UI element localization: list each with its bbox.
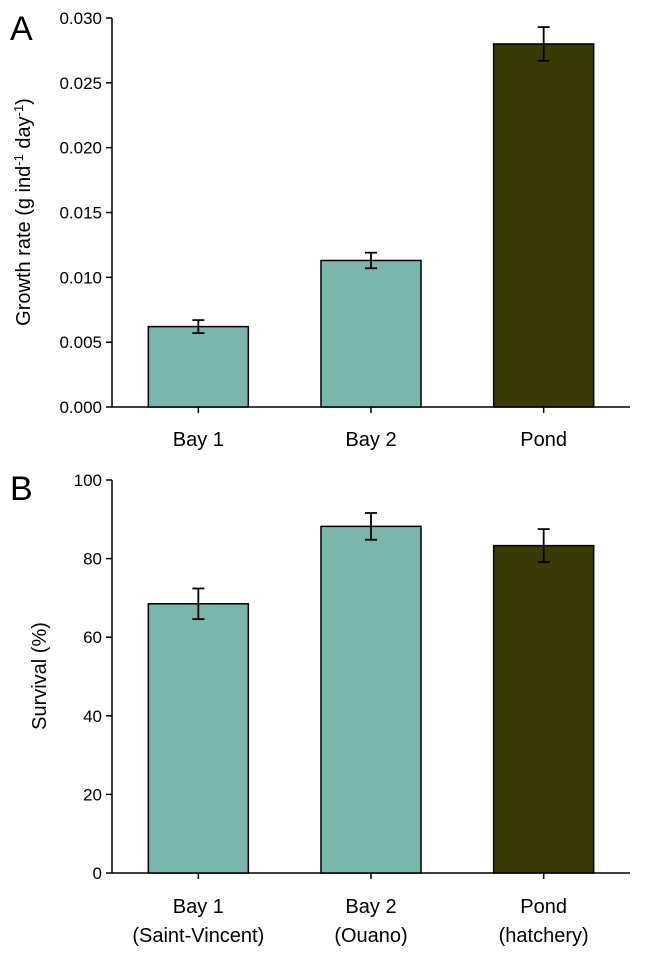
panel-a-label: A bbox=[10, 10, 33, 48]
y-tick-label: 0.010 bbox=[59, 268, 102, 287]
x-category-label: Bay 1 bbox=[173, 896, 224, 918]
x-category-label: Bay 1 bbox=[173, 429, 224, 451]
x-category-sublabel: (hatchery) bbox=[499, 925, 589, 947]
y-tick-label: 100 bbox=[74, 471, 102, 490]
y-tick-label: 0.025 bbox=[59, 74, 102, 93]
panel-a-y-axis-label: Growth rate (g ind-1 day-1) bbox=[11, 98, 35, 326]
bar bbox=[147, 325, 250, 408]
y-tick-label: 0.020 bbox=[59, 139, 102, 158]
panel-b-survival-chart: B Survival (%) 0 20 40 60 80 100 Bay 1 (Saint-V… bbox=[10, 470, 630, 947]
y-tick-label: 0.005 bbox=[59, 333, 102, 352]
panel-b-plot-area: 0 20 40 60 80 100 Bay 1 (Saint-Vincent) Bay 2 (Ou… bbox=[74, 471, 630, 947]
y-tick-label: 20 bbox=[83, 785, 102, 804]
y-tick-label: 40 bbox=[83, 707, 102, 726]
y-tick-label: 0.030 bbox=[59, 9, 102, 28]
x-category-label: Bay 2 bbox=[345, 429, 396, 451]
bar bbox=[320, 525, 422, 874]
bar bbox=[320, 259, 422, 408]
y-tick-label: 0.000 bbox=[59, 398, 102, 417]
panel-a-plot-area: 0.000 0.005 0.010 0.015 0.020 0.025 0.030 Bay 1… bbox=[59, 9, 630, 451]
bar bbox=[492, 43, 595, 408]
y-tick-label: 80 bbox=[83, 550, 102, 569]
bar bbox=[492, 544, 595, 874]
x-category-sublabel: (Saint-Vincent) bbox=[132, 925, 264, 947]
panel-b-label: B bbox=[10, 470, 33, 508]
bar bbox=[147, 603, 250, 874]
y-tick-label: 0.015 bbox=[59, 204, 102, 223]
y-tick-label: 60 bbox=[83, 628, 102, 647]
x-category-label: Pond bbox=[520, 429, 567, 451]
x-category-label: Pond bbox=[520, 896, 567, 918]
panel-a-growth-rate-chart: A Growth rate (g ind-1 day-1) 0.000 0.005… bbox=[10, 9, 630, 451]
y-tick-label: 0 bbox=[93, 864, 102, 883]
x-category-label: Bay 2 bbox=[345, 896, 396, 918]
x-category-sublabel: (Ouano) bbox=[334, 925, 407, 947]
panel-b-y-axis-label: Survival (%) bbox=[29, 622, 51, 730]
